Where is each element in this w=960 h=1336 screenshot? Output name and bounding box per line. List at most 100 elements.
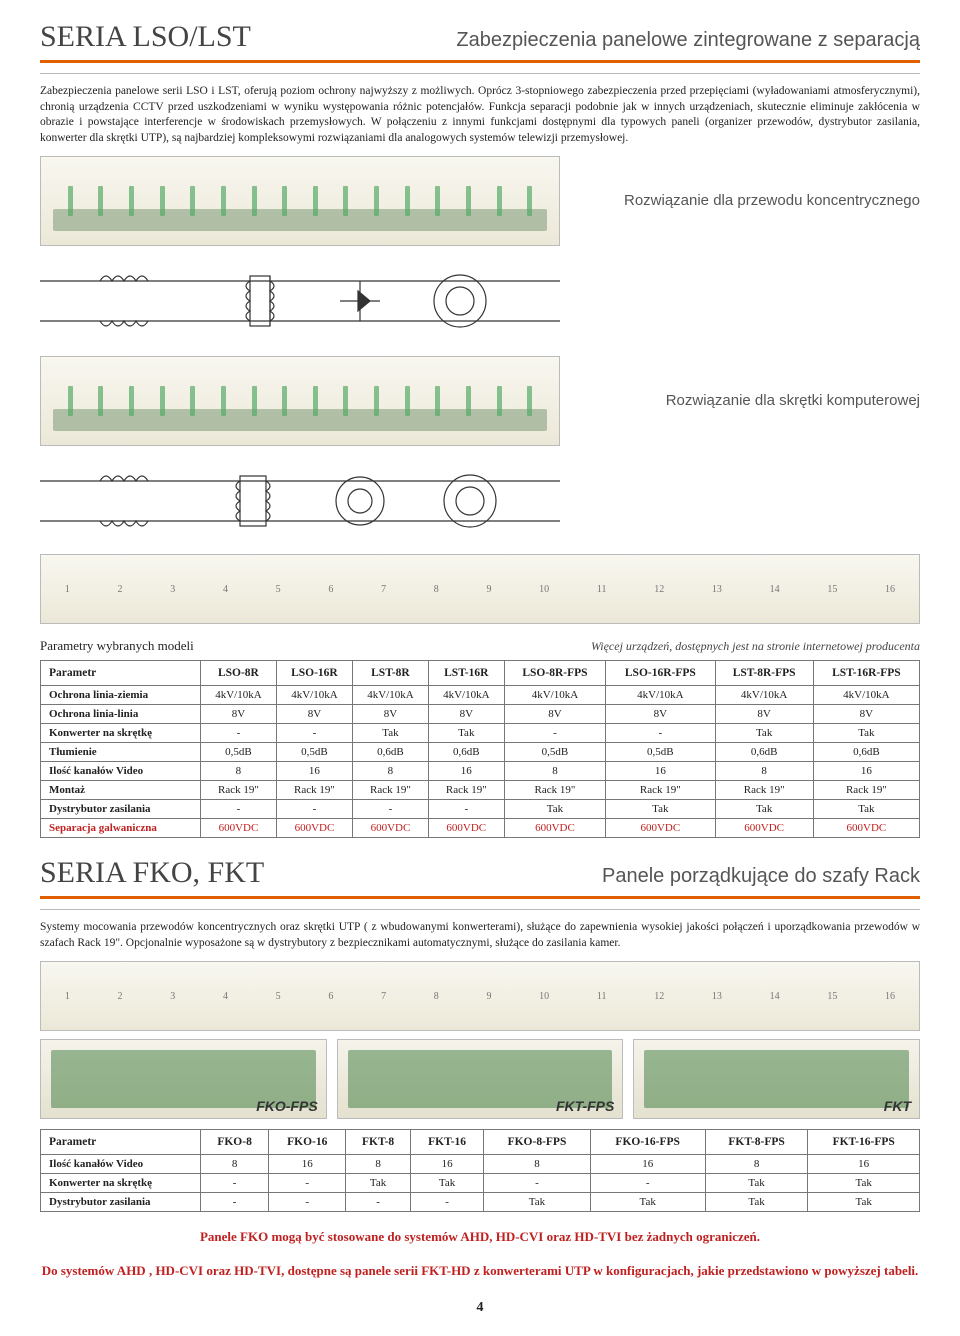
table-cell: 4kV/10kA [428, 686, 504, 705]
table-cell: Ilość kanałów Video [41, 762, 201, 781]
table-cell: Rack 19" [353, 781, 429, 800]
table-cell: 600VDC [353, 819, 429, 838]
schematic-utp [40, 456, 560, 546]
table-cell: - [346, 1193, 411, 1212]
table-col-header: FKT-16 [410, 1130, 484, 1155]
table-cell: - [504, 724, 605, 743]
table-row: Ilość kanałów Video816816816816 [41, 1155, 920, 1174]
table-cell: Rack 19" [813, 781, 919, 800]
table-row: Dystrybutor zasilania----TakTakTakTak [41, 800, 920, 819]
table-cell: 4kV/10kA [504, 686, 605, 705]
section2-text: Systemy mocowania przewodów koncentryczn… [40, 920, 920, 951]
table-cell: 4kV/10kA [715, 686, 813, 705]
params-label-1: Parametry wybranych modeli [40, 638, 194, 654]
table-cell: - [410, 1193, 484, 1212]
table-cell: - [201, 724, 277, 743]
table-cell: 8 [346, 1155, 411, 1174]
product-photo-utp [40, 356, 560, 446]
table-cell: 8V [813, 705, 919, 724]
table-col-header: FKT-8-FPS [705, 1130, 808, 1155]
table-cell: Tak [353, 724, 429, 743]
table-cell: 8 [504, 762, 605, 781]
table-row: Separacja galwaniczna600VDC600VDC600VDC6… [41, 819, 920, 838]
table-cell: Dystrybutor zasilania [41, 1193, 201, 1212]
table-cell: 16 [276, 762, 352, 781]
table-col-header: FKO-8-FPS [484, 1130, 590, 1155]
footer-note-2: Do systemów AHD , HD-CVI oraz HD-TVI, do… [40, 1262, 920, 1280]
table-col-header: LST-16R-FPS [813, 661, 919, 686]
table-cell: Konwerter na skrętkę [41, 724, 201, 743]
table-col-header: Parametr [41, 661, 201, 686]
table-cell: Rack 19" [201, 781, 277, 800]
table-row: MontażRack 19"Rack 19"Rack 19"Rack 19"Ra… [41, 781, 920, 800]
table-cell: Rack 19" [276, 781, 352, 800]
table-cell: 8V [606, 705, 715, 724]
table-cell: 16 [269, 1155, 346, 1174]
table-row: Konwerter na skrętkę--TakTak--TakTak [41, 1174, 920, 1193]
table-cell: 0,6dB [353, 743, 429, 762]
table-cell: Konwerter na skrętkę [41, 1174, 201, 1193]
table-cell: 8V [201, 705, 277, 724]
table-cell: - [276, 800, 352, 819]
table-cell: 16 [606, 762, 715, 781]
table-cell: Tak [715, 800, 813, 819]
table-cell: - [276, 724, 352, 743]
table-cell: 16 [813, 762, 919, 781]
table-col-header: FKT-8 [346, 1130, 411, 1155]
series-subtitle-2: Panele porządkujące do szafy Rack [602, 865, 920, 888]
table-col-header: LSO-16R [276, 661, 352, 686]
table-cell: - [201, 1174, 269, 1193]
table-cell: 600VDC [606, 819, 715, 838]
table-cell: 8V [504, 705, 605, 724]
table-cell: Tak [346, 1174, 411, 1193]
table-cell: - [201, 800, 277, 819]
table-cell: - [484, 1174, 590, 1193]
table-col-header: FKO-16-FPS [590, 1130, 705, 1155]
table-col-header: LST-8R [353, 661, 429, 686]
table-row: Ochrona linia-linia8V8V8V8V8V8V8V8V [41, 705, 920, 724]
series-title-1: SERIA LSO/LST [40, 20, 251, 54]
table-cell: 16 [428, 762, 504, 781]
table-row: Tłumienie0,5dB0,5dB0,6dB0,6dB0,5dB0,5dB0… [41, 743, 920, 762]
table-row: Dystrybutor zasilania----TakTakTakTak [41, 1193, 920, 1212]
table-col-header: LST-16R [428, 661, 504, 686]
table-cell: 4kV/10kA [606, 686, 715, 705]
fko-card-label: FKT-FPS [556, 1098, 614, 1114]
table-cell: Rack 19" [504, 781, 605, 800]
table-col-header: LSO-8R-FPS [504, 661, 605, 686]
table-cell: 8V [428, 705, 504, 724]
table-cell: 0,6dB [428, 743, 504, 762]
fko-card-label: FKT [884, 1098, 911, 1114]
table-cell: 0,5dB [201, 743, 277, 762]
table-col-header: FKO-16 [269, 1130, 346, 1155]
section1-text: Zabezpieczenia panelowe serii LSO i LST,… [40, 84, 920, 146]
rack-panel-photo: 12345678910111213141516 [40, 554, 920, 624]
table-col-header: Parametr [41, 1130, 201, 1155]
table-cell: Tak [808, 1174, 920, 1193]
table-cell: 4kV/10kA [813, 686, 919, 705]
table-cell: 600VDC [715, 819, 813, 838]
table-cell: Tak [606, 800, 715, 819]
table-cell: 16 [808, 1155, 920, 1174]
table-cell: 8V [276, 705, 352, 724]
table-cell: 8 [484, 1155, 590, 1174]
table-cell: Tak [813, 724, 919, 743]
table-cell: 8V [353, 705, 429, 724]
fko-product-card: FKT [633, 1039, 920, 1119]
spec-table-1: ParametrLSO-8RLSO-16RLST-8RLST-16RLSO-8R… [40, 660, 920, 838]
table-cell: 600VDC [813, 819, 919, 838]
table-cell: Rack 19" [606, 781, 715, 800]
table-cell: 0,6dB [813, 743, 919, 762]
series-title-2: SERIA FKO, FKT [40, 856, 264, 890]
table-cell: Ilość kanałów Video [41, 1155, 201, 1174]
table-cell: 8 [715, 762, 813, 781]
table-cell: - [590, 1174, 705, 1193]
fko-panel-photo: 12345678910111213141516 [40, 961, 920, 1031]
fko-card-label: FKO-FPS [256, 1098, 317, 1114]
table-cell: Separacja galwaniczna [41, 819, 201, 838]
footer-note-1: Panele FKO mogą być stosowane do systemó… [40, 1228, 920, 1246]
table-cell: 8 [353, 762, 429, 781]
table-cell: Tak [428, 724, 504, 743]
table-cell: 600VDC [276, 819, 352, 838]
page-number: 4 [40, 1300, 920, 1316]
